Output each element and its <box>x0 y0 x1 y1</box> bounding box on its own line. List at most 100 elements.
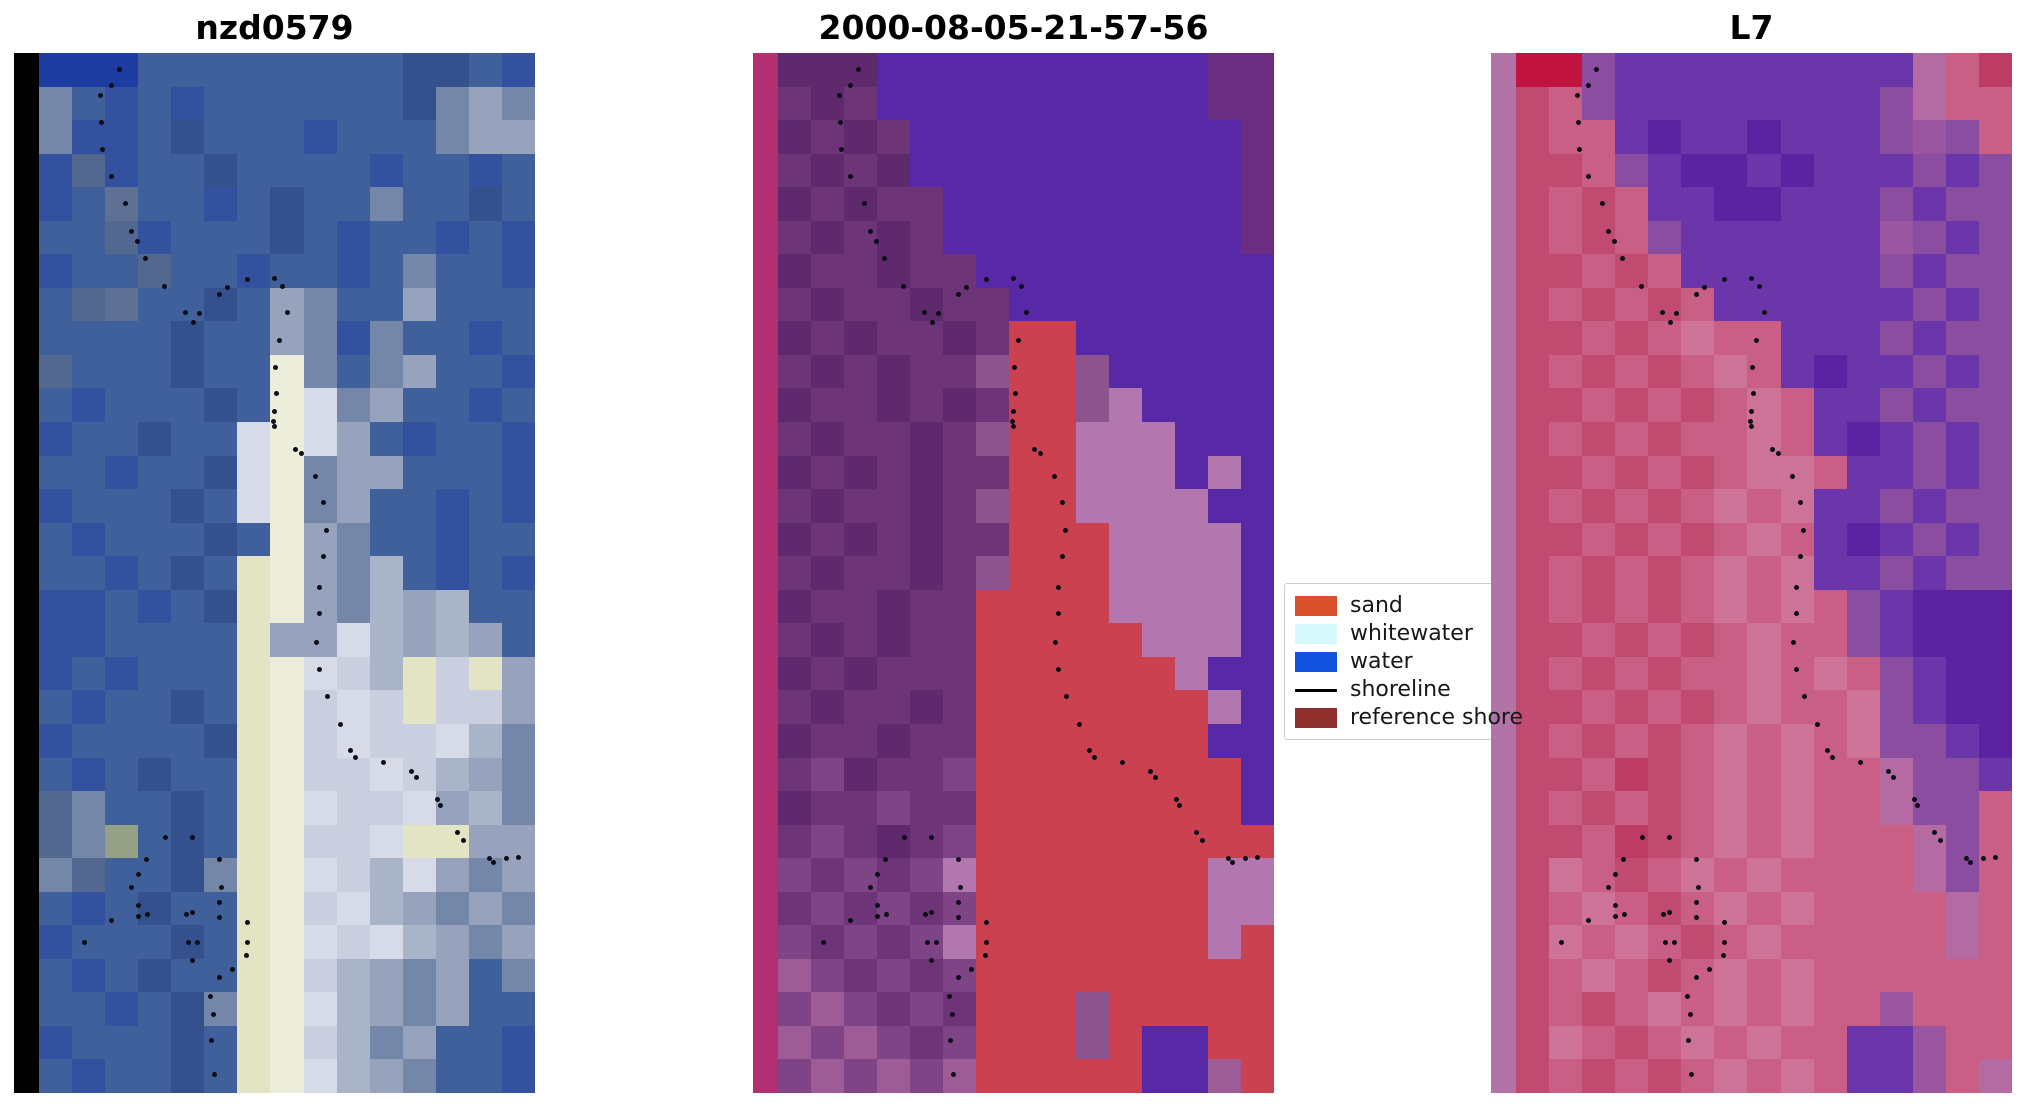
pixel-cell <box>844 992 878 1026</box>
pixel-cell <box>1846 287 1880 322</box>
shoreline-dot <box>1148 768 1153 774</box>
pixel-cell <box>1912 690 1946 724</box>
pixel-cell <box>303 86 337 121</box>
pixel-cell <box>336 589 370 624</box>
legend-color-swatch <box>1295 652 1337 672</box>
pixel-cell <box>1009 1059 1043 1093</box>
pixel-cell <box>1681 723 1715 758</box>
shoreline-dot <box>212 1072 218 1078</box>
shoreline-dot <box>929 910 935 916</box>
pixel-cell <box>1549 455 1583 490</box>
pixel-cell <box>753 589 778 624</box>
pixel-cell <box>1879 757 1913 792</box>
legend-item-reference: reference shorel <box>1295 704 1522 732</box>
pixel-cell <box>1780 53 1814 87</box>
pixel-cell <box>1491 791 1516 825</box>
pixel-cell <box>105 757 139 792</box>
pixel-cell <box>1240 824 1274 859</box>
pixel-cell <box>1813 321 1847 355</box>
pixel-cell <box>1879 690 1913 724</box>
pixel-cell <box>1174 354 1208 389</box>
shoreline-dot <box>271 275 277 281</box>
pixel-cell <box>1945 321 1979 355</box>
shoreline-dot <box>1668 320 1674 326</box>
pixel-cell <box>1075 1059 1109 1093</box>
pixel-cell <box>1879 187 1913 221</box>
pixel-cell <box>14 422 39 456</box>
pixel-cell <box>877 589 911 624</box>
pixel-cell <box>1648 656 1682 691</box>
pixel-cell <box>811 623 845 657</box>
pixel-cell <box>753 1059 778 1093</box>
shoreline-dot <box>273 365 279 371</box>
pixel-cell <box>501 757 535 792</box>
pixel-cell <box>1879 824 1913 859</box>
pixel-cell <box>1681 388 1715 423</box>
pixel-cell <box>1978 53 2012 87</box>
pixel-cell <box>1813 992 1847 1026</box>
shoreline-dot <box>1684 994 1690 1000</box>
pixel-cell <box>39 287 73 322</box>
pixel-cell <box>1108 53 1142 87</box>
pixel-cell <box>1491 422 1516 456</box>
pixel-cell <box>303 992 337 1026</box>
shoreline-dot <box>338 721 344 727</box>
pixel-cell <box>1780 556 1814 590</box>
pixel-cell <box>1813 220 1847 255</box>
pixel-cell <box>1207 723 1241 758</box>
pixel-cell <box>976 623 1010 657</box>
pixel-cell <box>1108 388 1142 423</box>
pixel-cell <box>138 656 172 691</box>
pixel-cell <box>976 723 1010 758</box>
pixel-cell <box>72 53 106 87</box>
pixel-cell <box>1978 791 2012 825</box>
shoreline-dot <box>922 912 928 918</box>
pixel-cell <box>1141 455 1175 490</box>
pixel-cell <box>1108 723 1142 758</box>
pixel-cell <box>1615 958 1649 993</box>
pixel-cell <box>1813 354 1847 389</box>
pixel-cell <box>1945 556 1979 590</box>
pixel-cell <box>1912 958 1946 993</box>
pixel-cell <box>1491 992 1516 1026</box>
pixel-cell <box>910 489 944 523</box>
pixel-cell <box>1813 690 1847 724</box>
pixel-cell <box>1978 858 2012 892</box>
pixel-cell <box>237 690 271 724</box>
pixel-cell <box>1075 220 1109 255</box>
pixel-cell <box>237 354 271 389</box>
pixel-cell <box>369 153 403 188</box>
pixel-cell <box>336 254 370 288</box>
shoreline-dot <box>1815 721 1821 727</box>
pixel-cell <box>811 958 845 993</box>
pixel-cell <box>976 120 1010 154</box>
legend-color-swatch <box>1295 596 1337 616</box>
pixel-cell <box>778 992 812 1026</box>
pixel-cell <box>171 120 205 154</box>
pixel-cell <box>369 623 403 657</box>
pixel-cell <box>1846 891 1880 926</box>
pixel-cell <box>1912 522 1946 557</box>
legend-color-swatch <box>1295 624 1337 644</box>
shoreline-dot <box>1748 275 1754 281</box>
pixel-cell <box>1747 354 1781 389</box>
pixel-cell <box>1945 354 1979 389</box>
shoreline-dot <box>1789 474 1795 480</box>
shoreline-dot <box>162 283 168 289</box>
pixel-cell <box>435 522 469 557</box>
pixel-cell <box>1714 824 1748 859</box>
pixel-cell <box>1075 120 1109 154</box>
pixel-cell <box>303 925 337 959</box>
shoreline-dot <box>847 83 853 89</box>
shoreline-dot <box>182 309 188 315</box>
pixel-cell <box>1042 992 1076 1026</box>
shoreline-dot <box>947 1037 953 1043</box>
pixel-cell <box>1879 86 1913 121</box>
pixel-cell <box>1978 354 2012 389</box>
pixel-cell <box>943 354 977 389</box>
pixel-cell <box>1747 53 1781 87</box>
pixel-cell <box>1549 120 1583 154</box>
pixel-cell <box>1141 220 1175 255</box>
pixel-cell <box>1879 220 1913 255</box>
pixel-cell <box>811 522 845 557</box>
